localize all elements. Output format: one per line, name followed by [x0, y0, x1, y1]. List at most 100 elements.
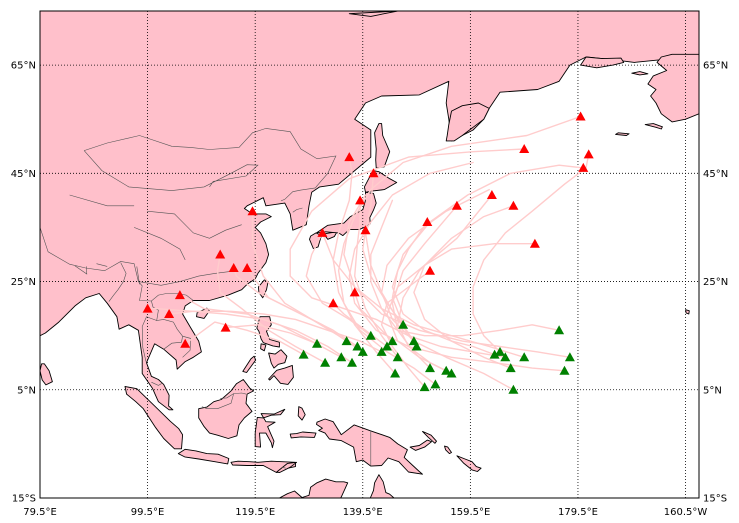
typhoon-track	[397, 205, 515, 375]
end-point-marker	[180, 338, 191, 348]
genesis-point-marker	[425, 363, 435, 373]
end-point-marker	[355, 195, 366, 205]
land-aleutian-2	[615, 132, 630, 136]
end-point-marker	[349, 287, 360, 297]
country-border	[133, 227, 186, 261]
longitude-label: 179.5°E	[558, 507, 598, 518]
end-point-marker	[220, 322, 231, 332]
latitude-label-left: 65°N	[11, 61, 36, 72]
longitude-label: 160.5°W	[664, 507, 708, 518]
land-novaya-sibirsk	[348, 11, 399, 17]
end-point-marker	[578, 162, 589, 172]
country-border	[84, 128, 337, 189]
typhoon-track	[337, 115, 582, 386]
end-point-marker	[486, 190, 497, 199]
latitude-label-left: 5°N	[17, 385, 36, 396]
longitude-label: 159.5°E	[450, 507, 490, 518]
longitude-labels: 79.5°E 99.5°E 119.5°E 139.5°E 159.5°E 179.5°E…	[23, 507, 707, 518]
typhoon-track	[386, 194, 493, 372]
land-kamchatka-tail	[445, 102, 490, 142]
end-point-marker	[164, 309, 175, 318]
land-borneo	[198, 379, 255, 439]
land-timor	[276, 461, 298, 474]
genesis-point-marker	[500, 352, 511, 362]
genesis-point-marker	[398, 319, 409, 329]
genesis-point-marker	[352, 341, 363, 351]
country-border	[282, 466, 286, 469]
country-border	[201, 392, 247, 409]
map-frame	[39, 10, 700, 499]
longitude-label: 79.5°E	[23, 507, 57, 518]
typhoon-track	[251, 210, 364, 353]
country-border	[108, 262, 127, 302]
latitude-label-right: 25°N	[703, 277, 728, 288]
country-border	[151, 381, 163, 386]
genesis-point-marker	[441, 365, 452, 375]
gridline-layer	[40, 11, 699, 498]
country-border	[96, 263, 108, 267]
longitude-label: 119.5°E	[235, 507, 275, 518]
genesis-point-marker	[341, 336, 352, 346]
country-border	[74, 265, 88, 275]
typhoon-track	[224, 324, 318, 345]
country-border	[69, 194, 135, 207]
genesis-point-marker	[559, 365, 570, 375]
land-australia	[219, 478, 349, 498]
latitude-label-right: 65°N	[703, 61, 728, 72]
end-point-marker	[344, 152, 355, 162]
typhoon-track	[348, 161, 566, 372]
land-sumatra	[124, 386, 184, 450]
genesis-point-marker	[519, 352, 530, 362]
genesis-point-marker	[564, 352, 575, 362]
genesis-point-marker	[376, 346, 387, 356]
latitude-label-left: 45°N	[11, 169, 36, 180]
latitude-label-right: 15°S	[703, 494, 727, 505]
typhoon-track	[380, 270, 431, 388]
typhoon-track	[216, 253, 326, 364]
end-point-marker	[142, 303, 153, 313]
country-border	[280, 187, 316, 202]
typhoon-track	[354, 199, 399, 358]
land-halmahera	[297, 406, 306, 421]
end-point-marker	[242, 263, 253, 272]
land-honshu	[316, 191, 377, 237]
genesis-point-layer	[298, 319, 575, 394]
genesis-point-marker	[411, 341, 422, 351]
typhoon-track	[472, 153, 590, 353]
latitude-label-right: 45°N	[703, 169, 728, 180]
genesis-point-marker	[390, 368, 401, 378]
land-bougainville	[444, 445, 452, 455]
genesis-point-marker	[357, 346, 368, 356]
end-point-marker	[360, 225, 371, 235]
country-border	[83, 150, 259, 191]
typhoon-track	[146, 307, 383, 353]
end-point-marker	[519, 144, 530, 153]
genesis-point-marker	[392, 352, 403, 362]
genesis-point-marker	[382, 341, 392, 351]
end-point-marker	[215, 249, 226, 259]
latitude-label-left: 15°S	[12, 494, 36, 505]
typhoon-track	[343, 194, 571, 358]
typhoon-track	[370, 199, 560, 337]
land-mindoro	[260, 343, 267, 352]
end-point-marker	[368, 168, 379, 178]
end-point-layer	[142, 111, 594, 348]
genesis-point-marker	[365, 330, 376, 340]
typhoon-track	[391, 164, 584, 356]
typhoon-track	[391, 205, 458, 369]
land-sakhalin	[374, 123, 391, 169]
latitude-label-right: 5°N	[703, 385, 722, 396]
typhoon-track	[413, 243, 536, 369]
genesis-point-marker	[387, 336, 398, 346]
genesis-point-marker	[489, 349, 500, 359]
genesis-point-marker	[505, 363, 516, 373]
land-java	[177, 448, 230, 465]
track-layer	[146, 115, 590, 391]
land-alaska	[647, 53, 699, 123]
end-point-marker	[575, 111, 586, 121]
genesis-point-marker	[320, 357, 331, 367]
genesis-point-marker	[312, 338, 322, 348]
genesis-point-marker	[554, 325, 565, 335]
end-point-marker	[529, 238, 540, 248]
end-point-marker	[247, 206, 258, 216]
